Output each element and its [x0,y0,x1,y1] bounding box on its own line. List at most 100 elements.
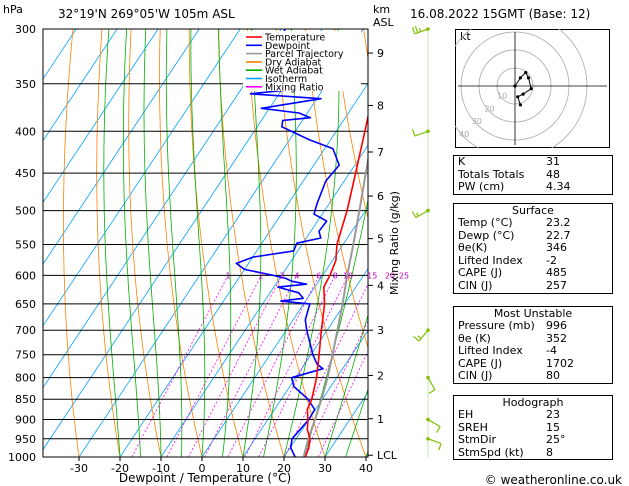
dry-adiabat-line [334,29,368,220]
wind-barb-base [426,436,430,441]
x-tick-label: 20 [277,462,291,475]
surface-title: Surface [512,204,554,217]
mixing-ratio-line [317,350,368,457]
wind-barb-feather [411,27,416,34]
wind-barb-feather [438,443,442,451]
mixing-ratio-label: 6 [316,271,321,280]
legend-label: Dry Adiabat [265,57,322,68]
wind-barb-feather [414,25,419,33]
parcel-trajectory-line [303,154,368,457]
isotherm-line [119,82,368,457]
mixing-ratio-label: 8 [333,271,338,280]
wind-barb [414,130,429,137]
mixing-ratio-label: 2 [259,271,264,280]
isotherm-line [43,29,282,389]
surface-lifted-index: Lifted Index -2 [458,253,557,267]
km-tick-label: 5 [377,233,384,246]
hodo-sreh: SREH 15 [458,420,560,434]
wind-barb [427,438,442,445]
mixing-ratio-label: 10 [343,271,353,280]
x-tick-label: -10 [152,462,170,475]
mixing-ratio-label: 15 [367,271,377,280]
wind-barb [427,377,436,391]
pressure-tick-label: 900 [15,414,36,427]
indices-surface: Surface Temp (°C) 23.2 Dewp (°C) 22.7 θe(K… [453,203,613,294]
pressure-tick-label: 700 [15,324,36,337]
unstable-pressure: Pressure (mb) 996 [458,319,567,332]
wind-barb-feather [416,212,420,217]
km-tick-label: 8 [377,99,384,112]
dry-adiabat-line [63,29,80,457]
wet-adiabat-line [103,29,121,457]
km-tick-label: LCL [377,449,398,462]
surface-cin: CIN (J) 257 [458,278,567,292]
isotherm-line [43,29,118,142]
surface-dewp: Dewp (°C) 22.7 [458,228,571,242]
isotherm-line [43,29,77,80]
pressure-tick-label: 750 [15,349,36,362]
mixing-ratio-axis-label: Mixing Ratio (g/kg) [388,191,401,295]
isotherm-line [43,29,200,265]
hodograph-ring-label: 20 [484,104,494,113]
mixing-ratio-line [204,275,298,457]
wet-adiabat-line [123,29,141,457]
wind-barb-base [426,129,430,134]
axes: 1 2 3 4 6 8 10 15 20 2530035040045050055060065070… [8,23,409,475]
legend-label: Temperature [264,33,325,44]
isotherm-line [242,267,368,457]
mixing-ratio-label: 20 [385,271,395,280]
copyright-label: © weatheronline.co.uk [485,473,622,486]
wind-barb-feather [411,129,416,137]
hodograph-point [526,76,531,80]
hodograph-unit: kt [460,30,471,43]
wind-barb [418,329,429,342]
km-tick-label: 1 [377,413,384,426]
wind-barb-feather [413,335,420,342]
x-tick-label: 30 [318,462,332,475]
hodograph-ring-label: 30 [472,117,482,126]
hodograph-point [513,84,517,88]
pressure-tick-label: 350 [15,78,36,91]
pressure-tick-label: 600 [15,269,36,282]
pressure-tick-label: 450 [15,167,36,180]
km-tick-label: 3 [377,324,384,337]
km-unit-label: km [373,3,390,16]
pressure-tick-label: 500 [15,205,36,218]
wind-profile [411,25,442,457]
pressure-tick-label: 650 [15,298,36,311]
indices-hodograph: Hodograph EH 23 SREH 15 StmDir 25° StmSpd (… [453,395,613,461]
x-tick-label: 10 [236,462,250,475]
mixing-ratio-label: 4 [294,271,299,280]
hodo-title: Hodograph [502,396,564,409]
legend-background [243,31,361,91]
km-tick-label: 7 [377,146,384,159]
pressure-unit-label: hPa [3,3,23,16]
plot-frame [42,28,369,458]
x-tick-label: -20 [111,462,129,475]
pressure-tick-label: 950 [15,433,36,446]
wind-barb-base [426,328,430,333]
x-axis-label: Dewpoint / Temperature (°C) [119,471,291,485]
hodograph-point [524,70,528,75]
mixing-ratio-label: 3 [279,271,284,280]
legend-label: Parcel Trajectory [265,49,344,60]
pressure-tick-label: 300 [15,23,36,36]
km-tick-label: 4 [377,279,384,292]
dry-adiabat-line [96,29,121,457]
asl-unit-label: ASL [373,16,395,29]
legend-label: Mixing Ratio [265,82,324,93]
unstable-lifted-index: Lifted Index -4 [458,344,557,358]
footer: © weatheronline.co.uk [485,473,622,486]
hodo-stmdir: StmDir 25° [458,433,566,447]
isotherm-line [43,29,241,327]
indices-most-unstable: Most Unstable Pressure (mb) 996 θe (K) 352… [453,306,613,384]
unstable-cin: CIN (J) 80 [458,369,560,383]
mixing-ratio-line [284,283,368,457]
wind-barb-feather [436,426,441,433]
wet-adiabat-line [345,388,368,457]
legend-label: Wet Adiabat [265,66,323,77]
km-tick-label: 9 [377,47,384,60]
hodograph-ring-label: 40 [459,130,469,139]
location-label: 32°19'N 269°05'W 105m ASL [58,7,235,21]
